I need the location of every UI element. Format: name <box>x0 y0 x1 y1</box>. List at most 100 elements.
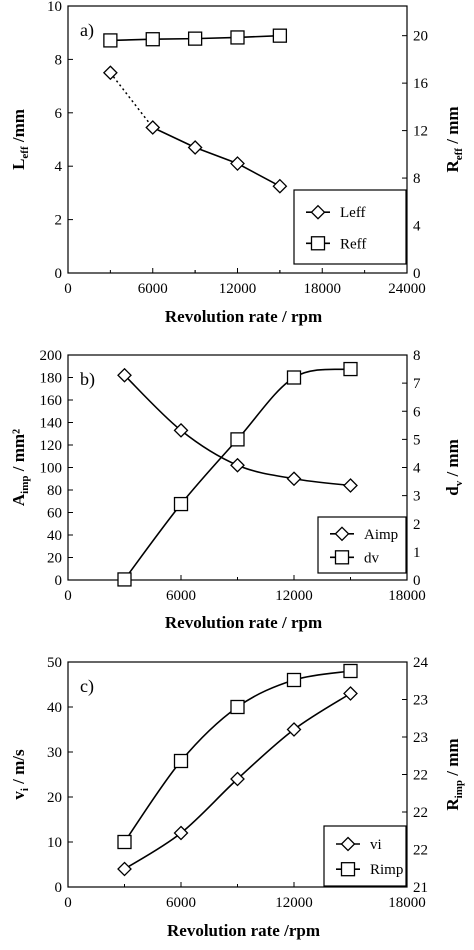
y-right-tick-label: 4 <box>413 461 421 477</box>
legend: vi Rimp <box>323 825 407 887</box>
y-axis-label-left: Aimp / mm² <box>9 429 31 506</box>
x-tick-label: 12000 <box>275 895 313 911</box>
x-tick-label: 0 <box>64 895 72 911</box>
x-axis-label: Revolution rate / rpm <box>165 307 322 326</box>
legend-label: vi <box>370 837 382 853</box>
legend-label: dv <box>364 550 380 566</box>
y-right-tick-label: 0 <box>413 266 421 282</box>
legend-diamond-marker <box>310 204 326 220</box>
series-dotted-segment <box>109 72 154 128</box>
series-line <box>123 670 351 843</box>
y-right-tick-label: 0 <box>413 573 421 589</box>
y-left-tick-label: 10 <box>47 835 62 851</box>
y-axis-label-left: Leff /mm <box>9 109 31 170</box>
y-right-tick-label: 4 <box>413 219 421 235</box>
y-left-tick-label: 8 <box>55 52 63 68</box>
y-right-tick-label: 23 <box>413 730 428 746</box>
legend-label: Leff <box>340 205 366 221</box>
chart-panel-b: 0 6000 12000 180000204060801001201401601802… <box>9 348 465 632</box>
square-marker <box>272 28 288 43</box>
y-left-tick-label: 80 <box>47 483 62 499</box>
diamond-marker <box>230 457 245 473</box>
y-left-tick-label: 20 <box>47 790 62 806</box>
square-marker <box>117 834 132 850</box>
series-rimp <box>117 663 358 850</box>
y-left-tick-label: 6 <box>55 106 63 122</box>
x-axis-label: Revolution rate / rpm <box>165 613 322 632</box>
panel-label: b) <box>80 369 95 390</box>
y-right-tick-label: 12 <box>413 124 428 140</box>
legend: Aimp dv <box>317 516 407 574</box>
y-axis-label-right: Rimp / mm <box>443 738 465 810</box>
y-left-tick-label: 4 <box>55 159 63 175</box>
legend-label: Aimp <box>364 527 398 543</box>
y-left-tick-label: 200 <box>40 348 63 364</box>
y-left-tick-label: 120 <box>40 438 63 454</box>
x-tick-label: 18000 <box>388 895 426 911</box>
y-right-tick-label: 23 <box>413 693 428 709</box>
diamond-marker <box>173 825 189 841</box>
y-left-tick-label: 50 <box>47 655 62 671</box>
y-axis-label-left: vi / m/s <box>9 749 31 800</box>
y-left-tick-label: 0 <box>55 573 63 589</box>
y-right-tick-label: 22 <box>413 843 428 859</box>
y-right-tick-label: 24 <box>413 655 429 671</box>
diamond-marker <box>230 771 245 787</box>
y-right-tick-label: 22 <box>413 805 428 821</box>
x-axis-label: Revolution rate /rpm <box>167 921 320 940</box>
series-dv <box>117 361 358 587</box>
legend-square-marker <box>340 862 356 877</box>
x-tick-label: 18000 <box>304 281 342 297</box>
y-right-tick-label: 21 <box>413 880 428 896</box>
legend: Leff Reff <box>293 189 407 265</box>
legend-label: Reff <box>340 236 366 252</box>
y-left-tick-label: 2 <box>55 213 63 229</box>
y-right-tick-label: 7 <box>413 376 421 392</box>
x-tick-label: 6000 <box>166 588 196 604</box>
chart-panel-c: 0 6000 12000 18000 0 10 20 30 40 50 21 22 22 22 23 23 24… <box>9 655 465 940</box>
square-marker <box>230 432 245 447</box>
y-right-tick-label: 6 <box>413 404 421 420</box>
legend-box <box>317 516 407 574</box>
x-tick-label: 6000 <box>166 895 196 911</box>
diamond-marker <box>117 861 132 877</box>
y-right-tick-label: 3 <box>413 489 421 505</box>
square-marker <box>173 496 189 512</box>
square-marker <box>103 33 118 48</box>
y-left-tick-label: 30 <box>47 745 62 761</box>
y-right-tick-label: 20 <box>413 29 428 45</box>
y-right-tick-label: 1 <box>413 545 421 561</box>
diamond-marker <box>343 686 358 701</box>
diamond-marker <box>286 722 302 737</box>
y-right-tick-label: 2 <box>413 517 421 533</box>
series-line <box>123 368 351 580</box>
square-marker <box>187 31 203 46</box>
series-reff <box>103 28 288 48</box>
square-marker <box>286 370 302 385</box>
legend-box <box>293 189 407 265</box>
y-left-tick-label: 160 <box>40 393 63 409</box>
diamond-marker <box>145 120 161 135</box>
y-axis-label-right: Reff / mm <box>443 106 465 172</box>
diamond-marker <box>102 65 118 81</box>
diamond-marker <box>272 178 288 194</box>
legend-square-marker <box>334 550 350 565</box>
y-left-tick-label: 140 <box>40 416 63 432</box>
y-left-tick-label: 100 <box>40 461 63 477</box>
y-left-tick-label: 60 <box>47 506 62 522</box>
x-tick-label: 12000 <box>275 588 313 604</box>
square-marker <box>230 699 245 715</box>
legend-diamond-marker <box>334 526 350 542</box>
diamond-marker <box>230 156 245 171</box>
square-marker <box>286 672 302 688</box>
y-right-tick-label: 5 <box>413 432 421 448</box>
legend-label: Rimp <box>370 862 403 878</box>
series-line <box>152 126 281 187</box>
x-tick-label: 24000 <box>388 281 426 297</box>
panel-label: a) <box>80 20 94 41</box>
square-marker <box>343 663 358 679</box>
x-tick-label: 18000 <box>388 588 426 604</box>
diamond-marker <box>286 471 302 487</box>
x-tick-label: 12000 <box>219 281 257 297</box>
